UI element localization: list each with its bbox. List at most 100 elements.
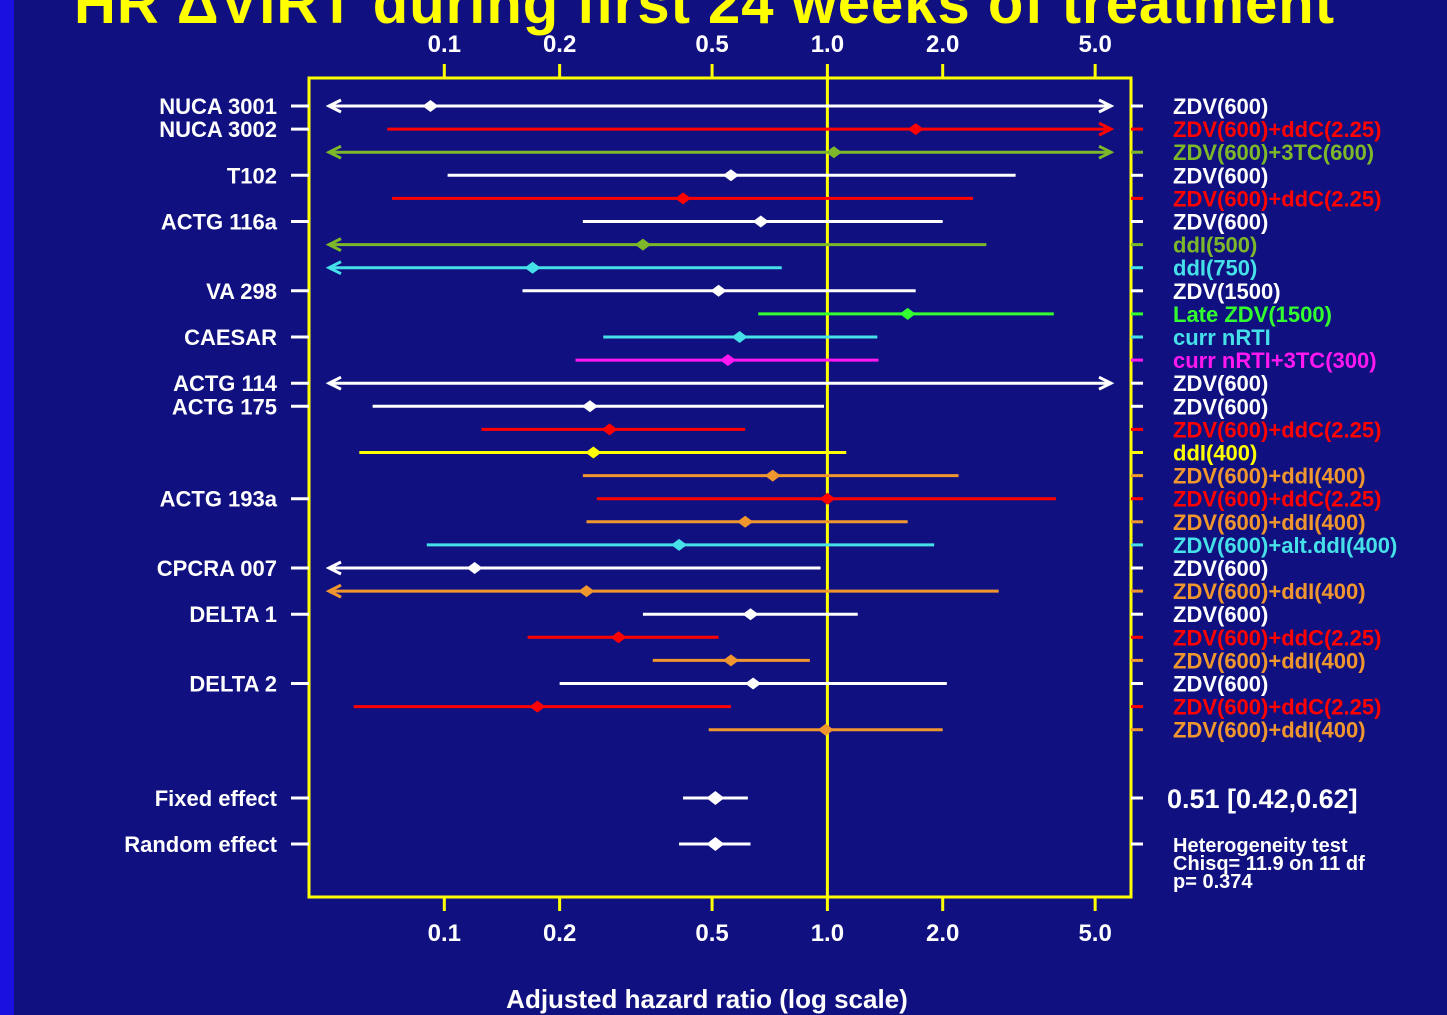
point-estimate	[719, 354, 736, 367]
ci-row	[642, 608, 858, 621]
arm-label: Late ZDV(1500)	[1173, 302, 1332, 327]
arm-label: ZDV(600)	[1173, 602, 1268, 627]
trial-label: ACTG 175	[172, 394, 277, 419]
ci-arrow-right	[1098, 121, 1115, 137]
pooled-estimates: Fixed effect 0.51 [0.42,0.62] Random effec…	[124, 784, 1365, 893]
ci-row	[481, 423, 746, 436]
ci-row	[559, 677, 947, 690]
x-tick-label-bottom: 0.2	[543, 920, 576, 947]
point-estimate	[752, 215, 769, 228]
forest-plot: 0.1 0.1 0.2 0.2 0.5 0.5 1.0 1.0 2.0 2.0 5.0 5.0 NUC…	[124, 31, 1397, 1014]
point-estimate	[422, 100, 439, 112]
x-tick-label-top: 2.0	[926, 31, 959, 58]
trial-label: CAESAR	[184, 325, 277, 350]
trial-label: NUCA 3002	[159, 117, 277, 142]
trial-label: DELTA 1	[189, 602, 277, 627]
point-estimate	[731, 331, 748, 343]
ci-arrow-left	[325, 98, 342, 114]
point-estimate	[764, 469, 781, 482]
point-estimate	[578, 585, 595, 598]
ci-arrow-right	[1098, 98, 1115, 114]
point-estimate	[524, 261, 541, 274]
ci-row	[353, 700, 731, 713]
ci-row	[325, 260, 782, 276]
arm-label: ZDV(600)+ddI(400)	[1173, 464, 1366, 489]
arm-label: ZDV(600)+ddC(2.25)	[1173, 417, 1381, 442]
trial-label: DELTA 2	[189, 672, 277, 697]
arm-label: ZDV(600)	[1173, 163, 1268, 188]
ci-row	[325, 560, 821, 576]
arm-label: ZDV(600)+alt.ddI(400)	[1173, 533, 1397, 558]
ci-row	[426, 538, 935, 551]
point-estimate	[710, 284, 727, 297]
point-estimate	[819, 492, 836, 505]
point-estimate	[634, 238, 651, 251]
trial-label: CPCRA 007	[157, 556, 277, 581]
arm-label: ZDV(600)+ddI(400)	[1173, 648, 1366, 673]
point-estimate	[610, 631, 627, 644]
point-estimate	[671, 538, 688, 551]
x-tick-label-bottom: 2.0	[926, 920, 959, 947]
x-tick-label-bottom: 1.0	[811, 920, 844, 947]
ci-row	[359, 446, 847, 459]
arm-label: ddI(500)	[1173, 233, 1257, 258]
pooled-estimate	[706, 791, 725, 805]
heterogeneity-text: p= 0.374	[1173, 871, 1253, 893]
ci-row	[596, 492, 1056, 505]
ci-row	[603, 331, 878, 343]
x-tick-label-top: 0.1	[428, 31, 461, 58]
arm-label: ZDV(1500)	[1173, 279, 1281, 304]
point-estimate	[817, 723, 834, 736]
x-tick-label-top: 0.5	[695, 31, 728, 58]
study-rows	[325, 98, 1115, 736]
arm-label: ZDV(600)+ddC(2.25)	[1173, 487, 1381, 512]
arm-label: ZDV(600)+ddC(2.25)	[1173, 186, 1381, 211]
ci-row	[582, 215, 943, 228]
pooled-label: Fixed effect	[155, 786, 278, 811]
x-tick-label-top: 0.2	[543, 31, 576, 58]
trial-label: ACTG 114	[173, 371, 278, 396]
arm-label: ZDV(600)+ddC(2.25)	[1173, 625, 1381, 650]
ci-row	[652, 654, 810, 667]
arm-label: curr nRTI+3TC(300)	[1173, 348, 1377, 373]
ci-row	[325, 144, 1115, 160]
plot-frame	[307, 76, 1133, 899]
pooled-estimate	[706, 837, 725, 851]
ci-row	[387, 121, 1115, 137]
point-estimate	[722, 654, 739, 667]
point-estimate	[745, 677, 762, 690]
point-estimate	[581, 400, 598, 413]
arm-label: ZDV(600)+ddC(2.25)	[1173, 695, 1381, 720]
ci-row	[527, 631, 719, 644]
ci-row	[575, 354, 879, 367]
ci-row	[522, 284, 916, 297]
ci-row	[708, 723, 943, 736]
heterogeneity-text: Heterogeneity test	[1173, 835, 1348, 857]
point-estimate	[585, 446, 602, 459]
slide-title: HR ΔVIRT during first 24 weeks of treatm…	[74, 0, 1336, 36]
arm-label: ZDV(600)	[1173, 394, 1268, 419]
point-estimate	[899, 307, 916, 320]
arm-label: ZDV(600)	[1173, 94, 1268, 119]
ci-row	[325, 583, 999, 599]
ci-arrow-left	[325, 583, 342, 599]
x-tick-label-bottom: 0.1	[428, 920, 461, 947]
point-estimate	[529, 700, 546, 713]
x-axis-ticks: 0.1 0.1 0.2 0.2 0.5 0.5 1.0 1.0 2.0 2.0 5.0 5.0	[428, 31, 1112, 947]
ci-arrow-left	[325, 260, 342, 276]
arm-label: ZDV(600)+ddC(2.25)	[1173, 117, 1381, 142]
heterogeneity-text: Chisq= 11.9 on 11 df	[1173, 853, 1365, 875]
point-estimate	[742, 608, 759, 621]
trial-label: T102	[227, 163, 277, 188]
point-estimate	[722, 169, 739, 182]
x-tick-label-top: 5.0	[1078, 31, 1111, 58]
arm-label: ZDV(600)+ddI(400)	[1173, 510, 1366, 535]
arm-label: ddI(750)	[1173, 256, 1257, 281]
point-estimate	[825, 146, 842, 159]
ci-row	[325, 98, 1115, 114]
ci-arrow-left	[325, 237, 342, 252]
ci-row	[325, 375, 1115, 391]
arm-label: ZDV(600)	[1173, 210, 1268, 235]
